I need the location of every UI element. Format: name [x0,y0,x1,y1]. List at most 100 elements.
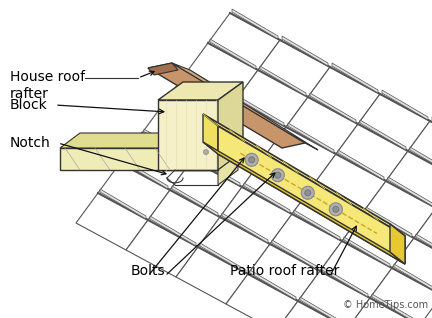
Polygon shape [316,180,362,210]
Polygon shape [60,133,238,148]
Text: House roof
rafter: House roof rafter [10,70,85,101]
Polygon shape [314,154,386,211]
Polygon shape [238,96,284,126]
Polygon shape [172,63,318,150]
Polygon shape [390,224,405,264]
Polygon shape [164,73,236,130]
Polygon shape [232,9,278,39]
Polygon shape [360,120,406,150]
Polygon shape [276,301,348,318]
Polygon shape [203,142,405,264]
Text: Block: Block [10,98,48,112]
Polygon shape [203,114,218,154]
Polygon shape [342,211,414,268]
Polygon shape [250,270,296,300]
Polygon shape [148,63,305,148]
Polygon shape [320,241,392,298]
Polygon shape [218,82,243,170]
Polygon shape [130,0,432,308]
Polygon shape [386,151,432,208]
Polygon shape [122,159,168,189]
Polygon shape [198,217,270,274]
Polygon shape [148,63,178,75]
Polygon shape [236,70,308,127]
Polygon shape [344,237,390,267]
Polygon shape [322,267,368,297]
Polygon shape [270,214,342,271]
Circle shape [301,186,314,199]
Polygon shape [310,93,356,123]
Polygon shape [60,148,218,170]
Polygon shape [218,155,238,185]
Polygon shape [120,133,192,190]
Polygon shape [226,274,298,318]
Polygon shape [414,208,432,265]
Polygon shape [364,181,432,238]
Polygon shape [298,271,370,318]
Polygon shape [158,100,218,170]
Polygon shape [372,294,418,318]
Polygon shape [188,69,234,99]
Polygon shape [332,63,378,93]
Circle shape [271,169,284,182]
Polygon shape [218,126,405,264]
Polygon shape [98,163,170,220]
Polygon shape [144,129,190,159]
Polygon shape [394,264,432,294]
Polygon shape [200,243,246,273]
Polygon shape [220,187,292,244]
Text: Patio roof rafter: Patio roof rafter [230,264,340,278]
Polygon shape [76,193,148,250]
Polygon shape [176,247,248,304]
Polygon shape [148,190,220,247]
Polygon shape [282,36,328,66]
Polygon shape [266,153,312,183]
Polygon shape [292,184,364,241]
Text: Notch: Notch [10,136,51,150]
Polygon shape [348,298,420,318]
Polygon shape [210,39,256,69]
Polygon shape [126,220,198,277]
Circle shape [305,190,311,196]
Polygon shape [203,114,405,236]
Text: © HomeTips.com: © HomeTips.com [343,300,428,310]
Polygon shape [244,183,290,213]
Polygon shape [192,130,264,187]
Polygon shape [150,216,196,246]
Circle shape [329,203,342,216]
Polygon shape [208,13,280,70]
Circle shape [203,149,209,155]
Polygon shape [336,124,408,181]
Polygon shape [258,40,330,97]
Circle shape [245,153,258,166]
Polygon shape [300,297,346,318]
Text: Bolts: Bolts [131,264,165,278]
Polygon shape [260,66,306,96]
Polygon shape [294,210,340,240]
Circle shape [249,157,254,163]
Polygon shape [248,244,320,301]
Circle shape [275,172,281,178]
Polygon shape [170,160,242,217]
Polygon shape [222,213,268,243]
Polygon shape [242,157,314,214]
Circle shape [333,206,339,212]
Polygon shape [410,147,432,177]
Polygon shape [264,127,336,184]
Polygon shape [370,268,432,318]
Polygon shape [158,82,243,100]
Polygon shape [366,207,412,237]
Polygon shape [142,103,214,160]
Polygon shape [186,43,258,100]
Polygon shape [358,94,430,151]
Polygon shape [408,121,432,178]
Polygon shape [272,240,318,270]
Polygon shape [388,177,432,207]
Polygon shape [288,123,334,153]
Polygon shape [216,126,262,156]
Polygon shape [286,97,358,154]
Polygon shape [214,100,286,157]
Polygon shape [172,186,218,216]
Polygon shape [382,90,428,120]
Polygon shape [416,234,432,264]
